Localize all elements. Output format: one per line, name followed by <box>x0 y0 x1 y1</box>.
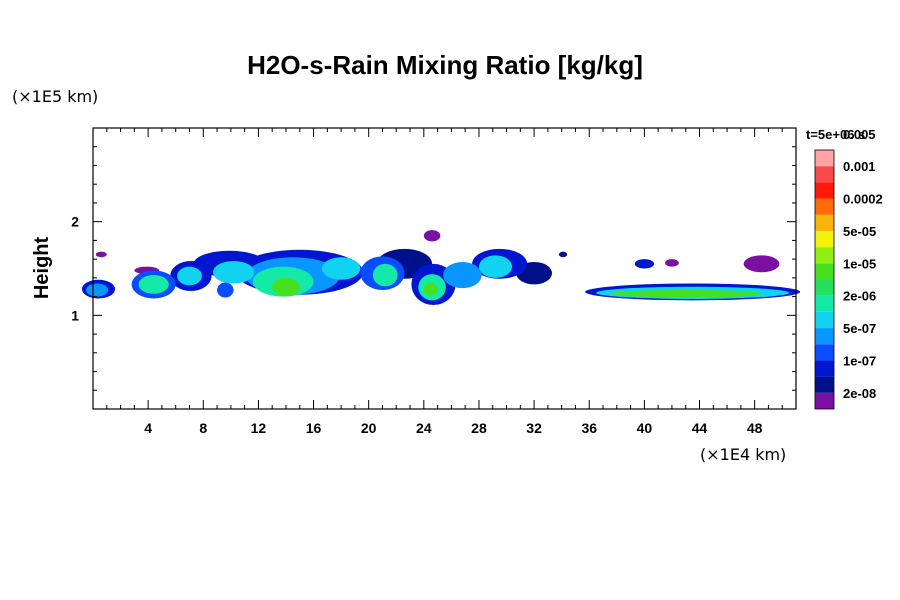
colorbar-swatch <box>815 328 834 345</box>
colorbar-swatch <box>815 279 834 296</box>
colorbar-swatch <box>815 247 834 264</box>
contour-regions <box>81 230 801 306</box>
x-tick-label: 36 <box>581 420 597 436</box>
x-tick-label: 4 <box>144 420 152 436</box>
x-tick-label: 40 <box>637 420 653 436</box>
contour-region <box>423 282 438 296</box>
x-tick-label: 16 <box>306 420 322 436</box>
colorbar-label: 5e-07 <box>843 321 876 336</box>
x-tick-label: 48 <box>747 420 763 436</box>
colorbar-label: 0.0002 <box>843 192 883 207</box>
contour-region <box>86 283 109 297</box>
colorbar-swatch <box>815 376 834 393</box>
contour-region <box>95 251 107 258</box>
colorbar-label: 2e-08 <box>843 386 876 401</box>
contour-region <box>634 259 655 269</box>
colorbar-swatch <box>815 150 834 167</box>
colorbar-swatch <box>815 230 834 248</box>
contour-region <box>138 275 169 294</box>
colorbar-label: 1e-07 <box>843 353 876 368</box>
contour-region <box>743 255 780 273</box>
contour-region <box>609 290 762 298</box>
x-tick-label: 44 <box>692 420 708 436</box>
plot-frame <box>92 127 797 410</box>
colorbar-swatch <box>815 311 834 329</box>
x-tick-label: 24 <box>416 420 432 436</box>
colorbar-swatch <box>815 360 834 377</box>
colorbar-frame <box>814 149 835 410</box>
colorbar-swatch <box>815 392 834 409</box>
contour-region <box>423 230 441 242</box>
x-axis-unit: (×1E4 km) <box>700 445 786 464</box>
y-axis-label: Height <box>31 237 53 300</box>
contour-region <box>217 282 234 298</box>
contour-region <box>558 251 568 258</box>
colorbar-label: 5e-05 <box>843 224 876 239</box>
x-tick-label: 12 <box>251 420 267 436</box>
y-tick-label: 1 <box>71 307 79 323</box>
colorbar-swatch <box>815 295 834 312</box>
colorbar-label: 2e-06 <box>843 289 876 304</box>
colorbar-swatch <box>815 166 834 183</box>
time-label: t=5e+06 s <box>806 127 865 142</box>
contour-region <box>272 277 300 297</box>
x-tick-label: 20 <box>361 420 377 436</box>
colorbar-label: 0.001 <box>843 159 876 174</box>
contour-region <box>478 255 513 278</box>
colorbar-swatch <box>815 263 834 280</box>
colorbar-swatch <box>815 198 834 215</box>
contour-region <box>212 261 255 284</box>
contour-region <box>372 263 398 287</box>
contour-region <box>665 259 679 267</box>
y-axis-unit: (×1E5 km) <box>12 87 98 106</box>
contour-region <box>443 261 482 289</box>
x-tick-label: 28 <box>471 420 487 436</box>
contour-region <box>321 257 361 280</box>
contour-region <box>177 266 202 286</box>
y-tick-label: 2 <box>71 214 79 230</box>
chart-title: H2O-s-Rain Mixing Ratio [kg/kg] <box>247 50 643 80</box>
colorbar-label: 1e-05 <box>843 256 876 271</box>
colorbar: 2e-08 1e-07 5e-07 2e-06 1e-05 5e-05 0.0002 0.00… <box>814 127 883 410</box>
colorbar-swatch <box>815 182 834 199</box>
colorbar-label: 0.005 <box>843 127 876 142</box>
colorbar-swatch <box>815 344 834 361</box>
x-tick-label: 8 <box>199 420 207 436</box>
colorbar-swatch <box>815 214 834 231</box>
x-tick-label: 32 <box>526 420 542 436</box>
